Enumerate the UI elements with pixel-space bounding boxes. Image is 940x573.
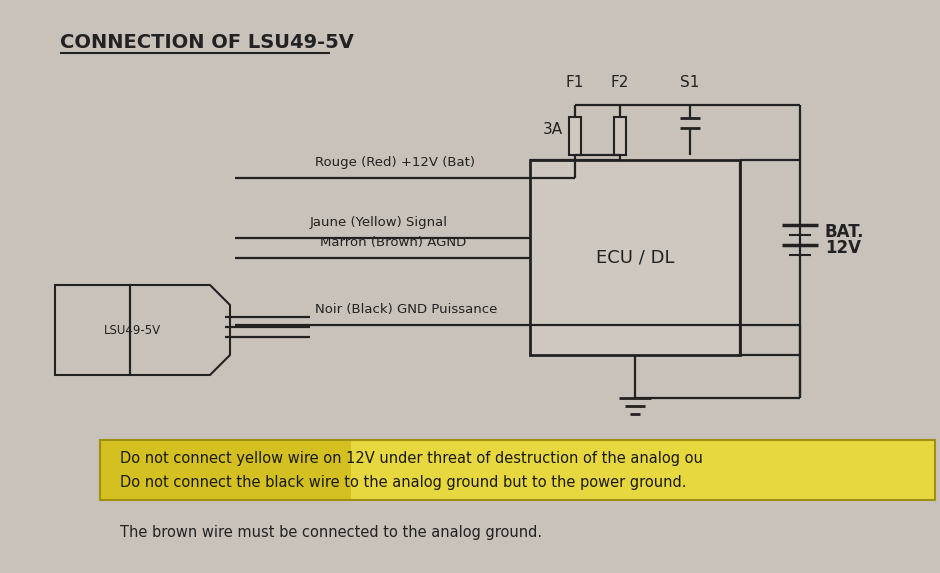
- Text: Do not connect yellow wire on 12V under threat of destruction of the analog ou: Do not connect yellow wire on 12V under …: [120, 450, 703, 465]
- Text: Rouge (Red) +12V (Bat): Rouge (Red) +12V (Bat): [315, 156, 475, 169]
- Text: BAT.: BAT.: [825, 223, 865, 241]
- Text: S1: S1: [681, 75, 699, 90]
- Text: Marron (Brown) AGND: Marron (Brown) AGND: [320, 236, 466, 249]
- Text: LSU49-5V: LSU49-5V: [104, 324, 161, 336]
- Text: 12V: 12V: [825, 239, 861, 257]
- Bar: [614, 117, 626, 155]
- Text: CONNECTION OF LSU49-5V: CONNECTION OF LSU49-5V: [60, 33, 353, 52]
- Text: 3A: 3A: [543, 123, 563, 138]
- Text: Do not connect the black wire to the analog ground but to the power ground.: Do not connect the black wire to the ana…: [120, 474, 686, 489]
- Bar: [100, 440, 935, 500]
- Text: ECU / DL: ECU / DL: [596, 249, 674, 266]
- Text: The brown wire must be connected to the analog ground.: The brown wire must be connected to the …: [120, 524, 542, 540]
- Bar: [100, 440, 351, 500]
- Text: Jaune (Yellow) Signal: Jaune (Yellow) Signal: [310, 216, 448, 229]
- Bar: [351, 440, 935, 500]
- Bar: [55, 285, 130, 375]
- Text: F1: F1: [566, 75, 584, 90]
- Text: Noir (Black) GND Puissance: Noir (Black) GND Puissance: [315, 303, 497, 316]
- Text: F2: F2: [611, 75, 629, 90]
- Bar: [569, 117, 581, 155]
- Bar: [530, 160, 740, 355]
